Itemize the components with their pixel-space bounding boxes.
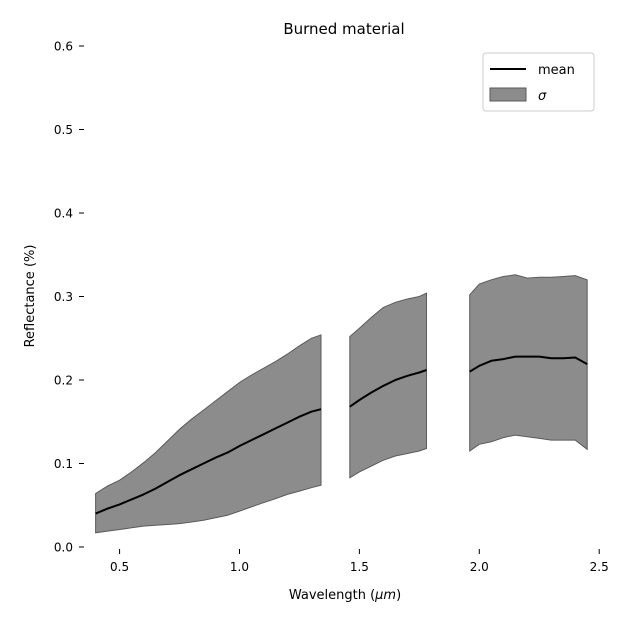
y-tick-label: 0.3 [54,290,73,304]
y-axis-ticks: 0.0 0.1 0.2 0.3 0.4 0.5 0.6 [54,40,84,555]
x-axis-label-text: Wavelength ( [289,588,375,603]
y-tick-label: 0.1 [54,457,73,471]
sigma-bands [95,274,588,534]
mean-lines [95,355,588,515]
y-tick-label: 0.0 [54,541,73,555]
x-tick-label: 1.5 [350,560,369,574]
legend-sigma-swatch [489,87,527,102]
sigma-band-segment-3 [469,274,588,452]
chart-title: Burned material [283,20,404,38]
x-axis-ticks: 0.5 1.0 1.5 2.0 2.5 [110,549,609,574]
sigma-band-segment-2 [349,292,427,479]
legend-sigma-label: σ [538,89,547,104]
mean-line-segment-2 [349,369,427,408]
x-tick-label: 0.5 [110,560,129,574]
x-axis-label-unit: μm [374,588,396,603]
y-tick-label: 0.4 [54,207,73,221]
x-axis-label: Wavelength (μm) [289,588,401,603]
y-axis-label: Reflectance (%) [23,245,38,348]
y-tick-label: 0.6 [54,40,73,54]
sigma-band-segment-1 [95,334,322,534]
legend: mean σ [482,52,595,112]
x-axis-label-suffix: ) [396,588,401,603]
x-tick-label: 2.5 [590,560,609,574]
y-tick-label: 0.5 [54,123,73,137]
x-tick-label: 1.0 [230,560,249,574]
legend-mean-label: mean [538,63,575,78]
x-tick-label: 2.0 [470,560,489,574]
mean-line-segment-1 [95,408,322,515]
y-tick-label: 0.2 [54,374,73,388]
mean-line-segment-3 [469,355,588,373]
